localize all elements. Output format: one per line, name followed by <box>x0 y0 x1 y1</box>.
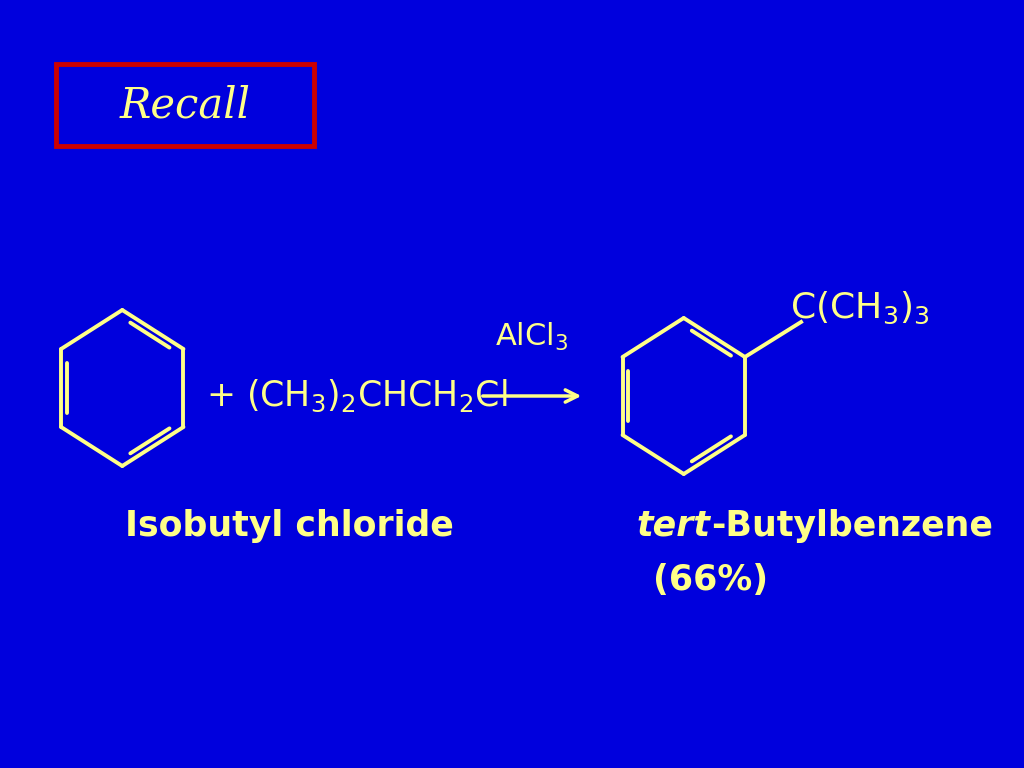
Text: (66%): (66%) <box>653 563 768 597</box>
Text: AlCl$_3$: AlCl$_3$ <box>495 321 568 353</box>
Text: -Butylbenzene: -Butylbenzene <box>711 509 993 543</box>
FancyBboxPatch shape <box>56 64 314 146</box>
Text: tert: tert <box>637 509 711 543</box>
Text: + (CH$_3$)$_2$CHCH$_2$Cl: + (CH$_3$)$_2$CHCH$_2$Cl <box>207 378 508 414</box>
Text: Isobutyl chloride: Isobutyl chloride <box>125 509 455 543</box>
Text: Recall: Recall <box>119 84 250 126</box>
Text: C(CH$_3$)$_3$: C(CH$_3$)$_3$ <box>790 290 930 326</box>
